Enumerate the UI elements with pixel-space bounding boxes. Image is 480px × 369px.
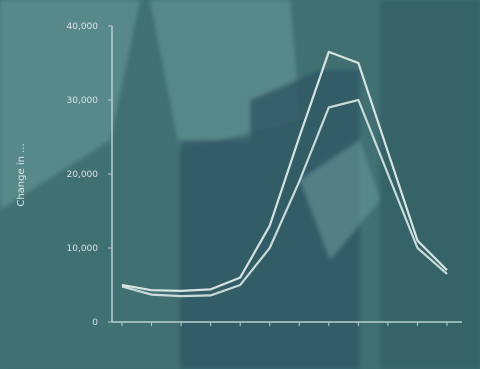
series-line-2 bbox=[121, 98, 448, 298]
y-axis-label: Change in ... bbox=[16, 143, 27, 206]
y-tick-label: 10,000 bbox=[67, 244, 99, 254]
series-layer bbox=[121, 50, 448, 298]
y-tick-label: 20,000 bbox=[67, 170, 99, 180]
x-axis-ticks bbox=[121, 322, 448, 326]
y-tick-label: 0 bbox=[92, 318, 98, 328]
y-tick-label: 30,000 bbox=[67, 96, 99, 106]
y-tick-label: 40,000 bbox=[67, 22, 99, 32]
y-axis-ticks: 0 10,000 20,000 30,000 40,000 bbox=[67, 22, 112, 328]
series-line-1 bbox=[121, 50, 448, 292]
